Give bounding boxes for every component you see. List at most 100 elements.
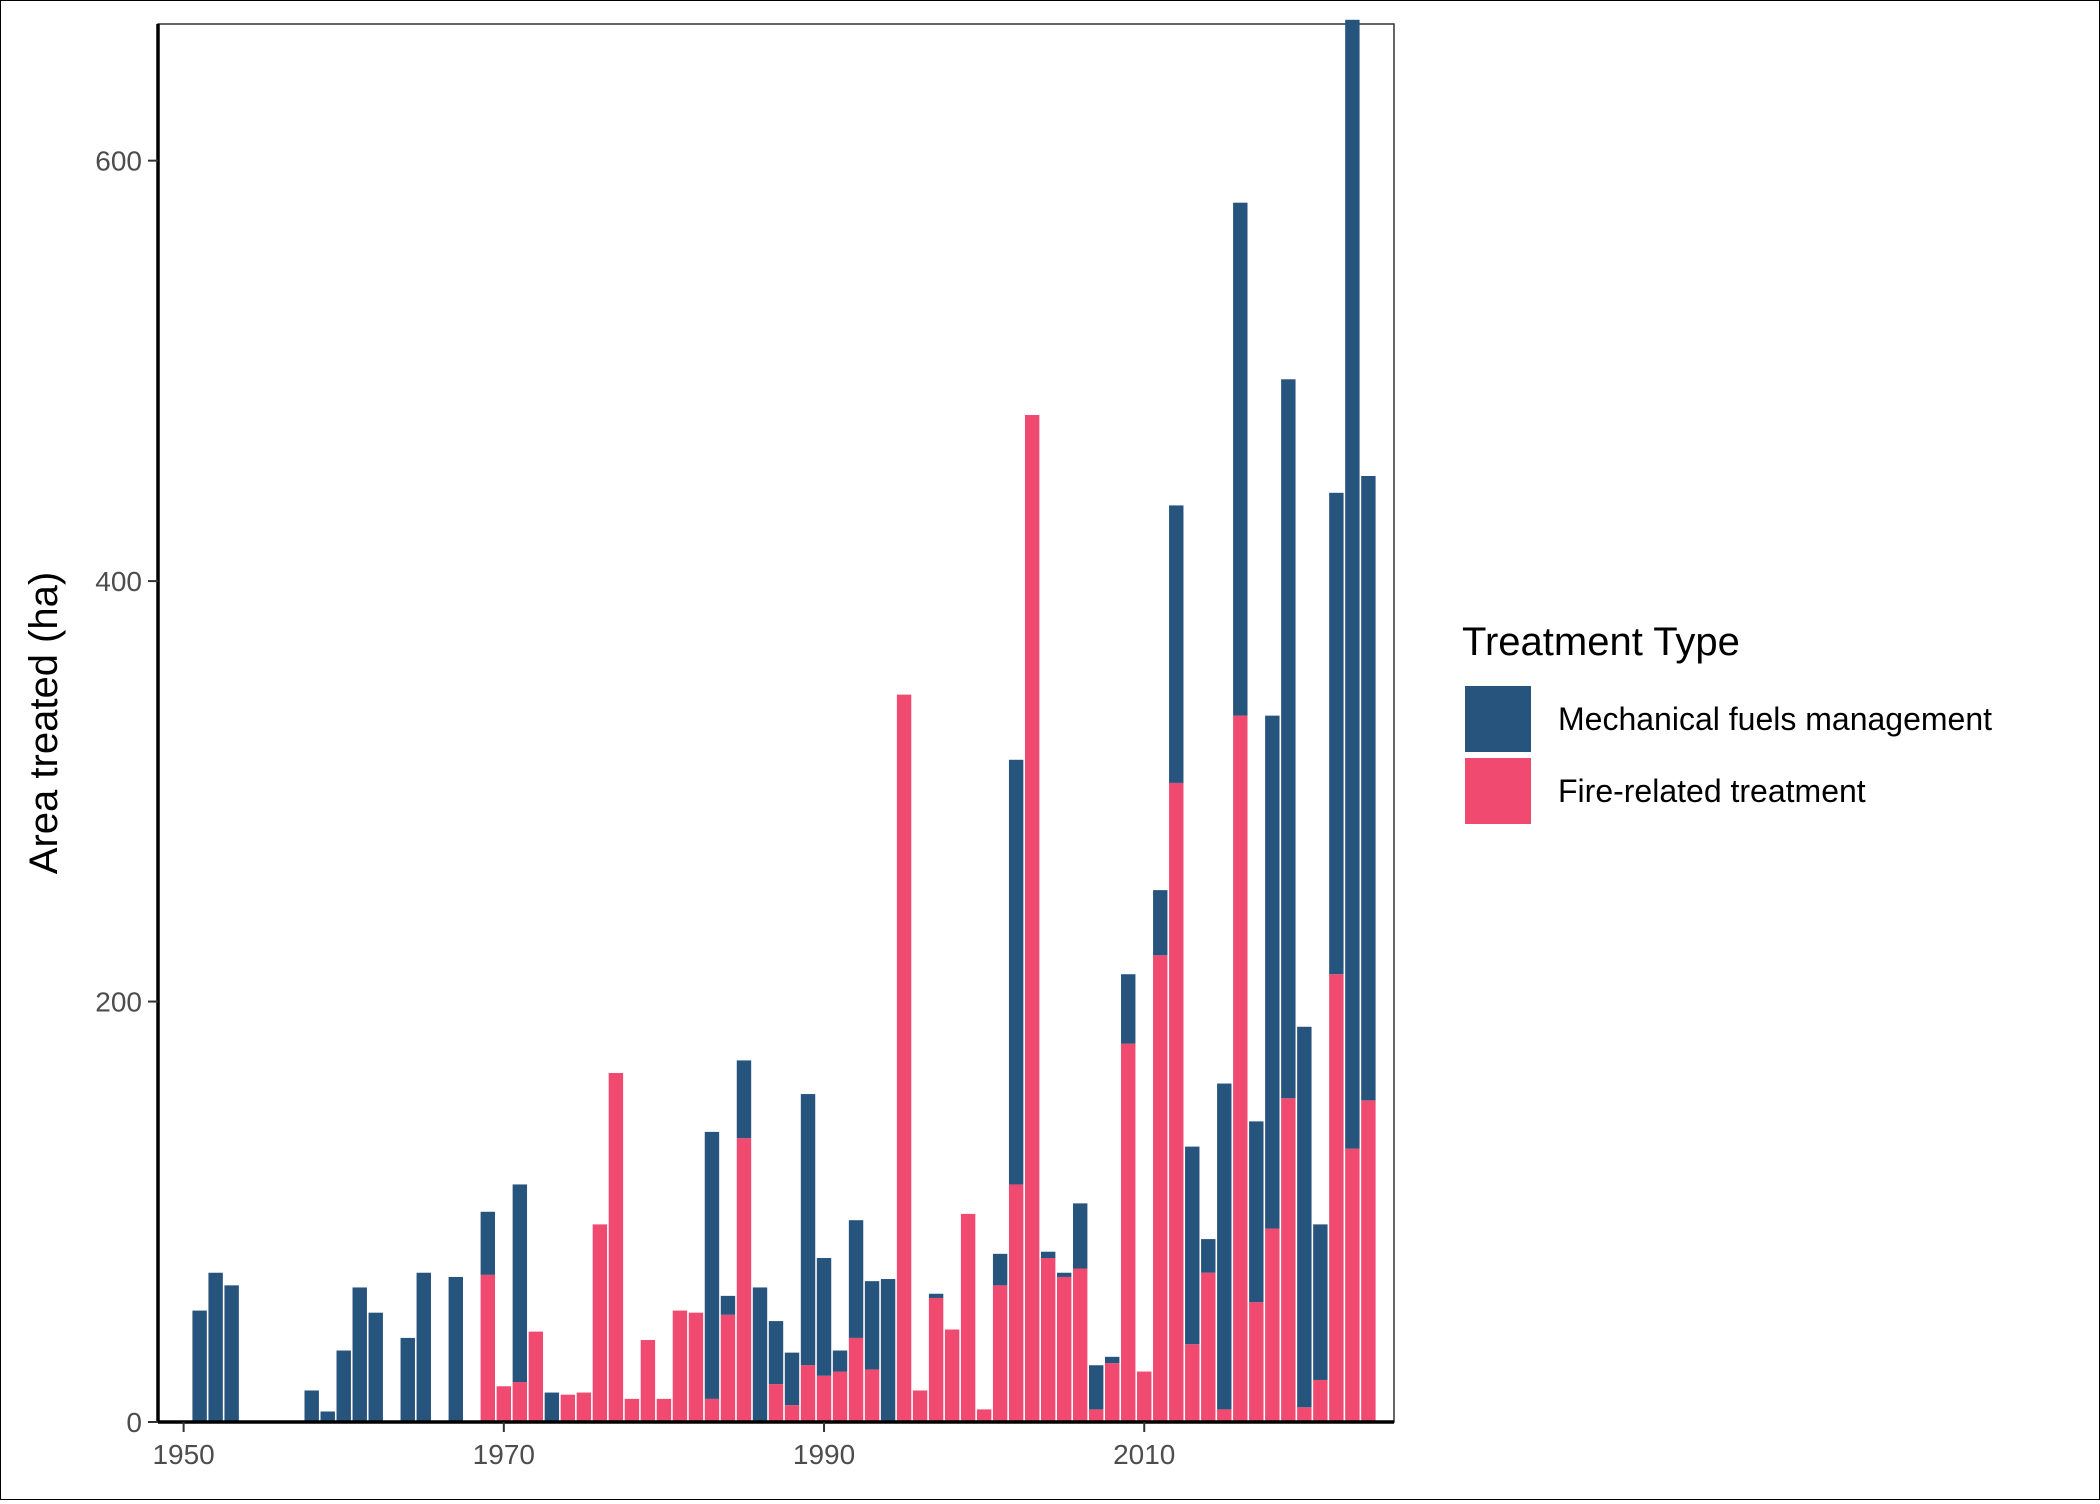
bar-fire-related-2022 [1329, 974, 1344, 1422]
bar-fire-related-1996 [912, 1390, 928, 1422]
x-tick-label-1950: 1950 [152, 1439, 214, 1470]
axes-group: 0 200 400 600 1950 1970 1990 2010 [95, 24, 1394, 1470]
bar-fire-related-1978 [624, 1398, 640, 1422]
bar-fire-related-2016 [1233, 715, 1248, 1422]
bar-mechanical-2012 [1169, 505, 1184, 783]
bar-fire-related-2004 [1040, 1258, 1056, 1422]
bar-mechanical-1965 [416, 1272, 431, 1422]
x-tick-label-1970: 1970 [473, 1439, 535, 1470]
bar-mechanical-1986 [752, 1287, 768, 1422]
bar-fire-related-1975 [576, 1392, 592, 1422]
bar-fire-related-2023 [1345, 1148, 1360, 1422]
bar-fire-related-1970 [496, 1386, 512, 1422]
bar-fire-related-1991 [832, 1371, 848, 1422]
bar-fire-related-1988 [784, 1405, 800, 1422]
x-tick-label-2010: 2010 [1113, 1439, 1175, 1470]
bar-mechanical-2009 [1121, 974, 1136, 1044]
bar-fire-related-1998 [944, 1329, 960, 1422]
legend: Mechanical fuels management Fire-related … [1465, 686, 1992, 824]
bar-mechanical-2004 [1040, 1251, 1056, 1259]
bar-fire-related-1972 [528, 1331, 544, 1422]
bar-fire-related-2006 [1072, 1268, 1088, 1422]
bar-mechanical-2011 [1153, 890, 1168, 956]
y-tick-label-200: 200 [95, 987, 142, 1018]
bar-fire-related-2005 [1056, 1276, 1072, 1422]
bar-mechanical-2008 [1105, 1356, 1120, 1364]
bar-mechanical-1991 [832, 1350, 848, 1372]
bar-fire-related-2012 [1169, 782, 1184, 1422]
bar-mechanical-2007 [1089, 1365, 1104, 1410]
bar-mechanical-2020 [1297, 1026, 1312, 1408]
bar-mechanical-2015 [1217, 1083, 1232, 1410]
bar-fire-related-1982 [688, 1312, 704, 1422]
legend-label-1: Fire-related treatment [1558, 773, 1866, 809]
bar-mechanical-1985 [736, 1060, 752, 1139]
bar-fire-related-2019 [1281, 1098, 1296, 1422]
bar-mechanical-1987 [768, 1321, 784, 1385]
bar-mechanical-2002 [1008, 759, 1024, 1185]
bar-mechanical-2013 [1185, 1146, 1200, 1345]
bar-mechanical-1952 [208, 1272, 223, 1422]
bar-fire-related-2021 [1313, 1379, 1328, 1422]
bar-mechanical-1973 [544, 1392, 560, 1422]
bar-fire-related-1971 [512, 1382, 528, 1422]
bar-fire-related-2024 [1361, 1100, 1376, 1422]
bar-fire-related-2020 [1297, 1407, 1312, 1422]
bar-mechanical-1989 [800, 1094, 816, 1366]
bar-fire-related-2009 [1121, 1043, 1136, 1422]
bar-mechanical-2016 [1233, 202, 1248, 716]
bar-fire-related-1983 [704, 1398, 720, 1422]
bar-fire-related-1981 [672, 1310, 688, 1422]
bar-fire-related-1974 [560, 1394, 576, 1422]
bar-mechanical-2005 [1056, 1272, 1072, 1277]
bar-fire-related-1993 [864, 1369, 880, 1422]
bar-fire-related-2015 [1217, 1409, 1232, 1422]
bar-fire-related-2000 [976, 1409, 992, 1422]
bar-mechanical-1958 [304, 1390, 319, 1422]
bar-fire-related-2014 [1201, 1272, 1216, 1422]
bar-fire-related-1999 [960, 1213, 976, 1422]
bar-mechanical-1988 [784, 1352, 800, 1406]
bar-mechanical-1961 [352, 1287, 367, 1422]
bar-fire-related-2007 [1089, 1409, 1104, 1422]
y-tick-label-0: 0 [126, 1407, 142, 1438]
bar-mechanical-2006 [1072, 1203, 1088, 1269]
legend-swatch-0 [1465, 686, 1531, 752]
legend-label-0: Mechanical fuels management [1558, 701, 1992, 737]
bar-fire-related-2018 [1265, 1228, 1280, 1422]
bar-fire-related-1979 [640, 1340, 656, 1422]
y-tick-label-400: 400 [95, 566, 142, 597]
legend-swatch-1 [1465, 758, 1531, 824]
bar-mechanical-1990 [816, 1258, 832, 1376]
bar-mechanical-1951 [192, 1310, 207, 1422]
bar-fire-related-1995 [896, 694, 912, 1422]
bar-mechanical-1969 [480, 1211, 496, 1275]
bar-mechanical-2023 [1345, 19, 1360, 1149]
bar-fire-related-2008 [1105, 1363, 1120, 1422]
bar-fire-related-2013 [1185, 1344, 1200, 1422]
bar-mechanical-1984 [720, 1295, 736, 1315]
bar-mechanical-1992 [848, 1220, 864, 1338]
bar-mechanical-1953 [224, 1285, 239, 1422]
bar-mechanical-2022 [1329, 492, 1344, 975]
bar-fire-related-1992 [848, 1337, 864, 1422]
bar-mechanical-1964 [400, 1337, 415, 1422]
bar-fire-related-1987 [768, 1384, 784, 1422]
bar-fire-related-1990 [816, 1375, 832, 1422]
y-tick-label-600: 600 [95, 146, 142, 177]
bar-fire-related-2011 [1153, 955, 1168, 1422]
bar-mechanical-2017 [1249, 1121, 1264, 1303]
bar-fire-related-1985 [736, 1138, 752, 1422]
bar-fire-related-1980 [656, 1398, 672, 1422]
y-axis-label: Area treated (ha) [22, 572, 66, 874]
bar-mechanical-2018 [1265, 715, 1280, 1229]
bar-mechanical-1983 [704, 1131, 720, 1399]
bar-mechanical-1960 [336, 1350, 351, 1422]
legend-title: Treatment Type [1462, 620, 1740, 664]
bar-fire-related-1989 [800, 1365, 816, 1422]
x-tick-label-1990: 1990 [793, 1439, 855, 1470]
bar-mechanical-1971 [512, 1184, 528, 1383]
bar-mechanical-2019 [1281, 379, 1296, 1099]
bar-mechanical-1967 [448, 1276, 463, 1422]
